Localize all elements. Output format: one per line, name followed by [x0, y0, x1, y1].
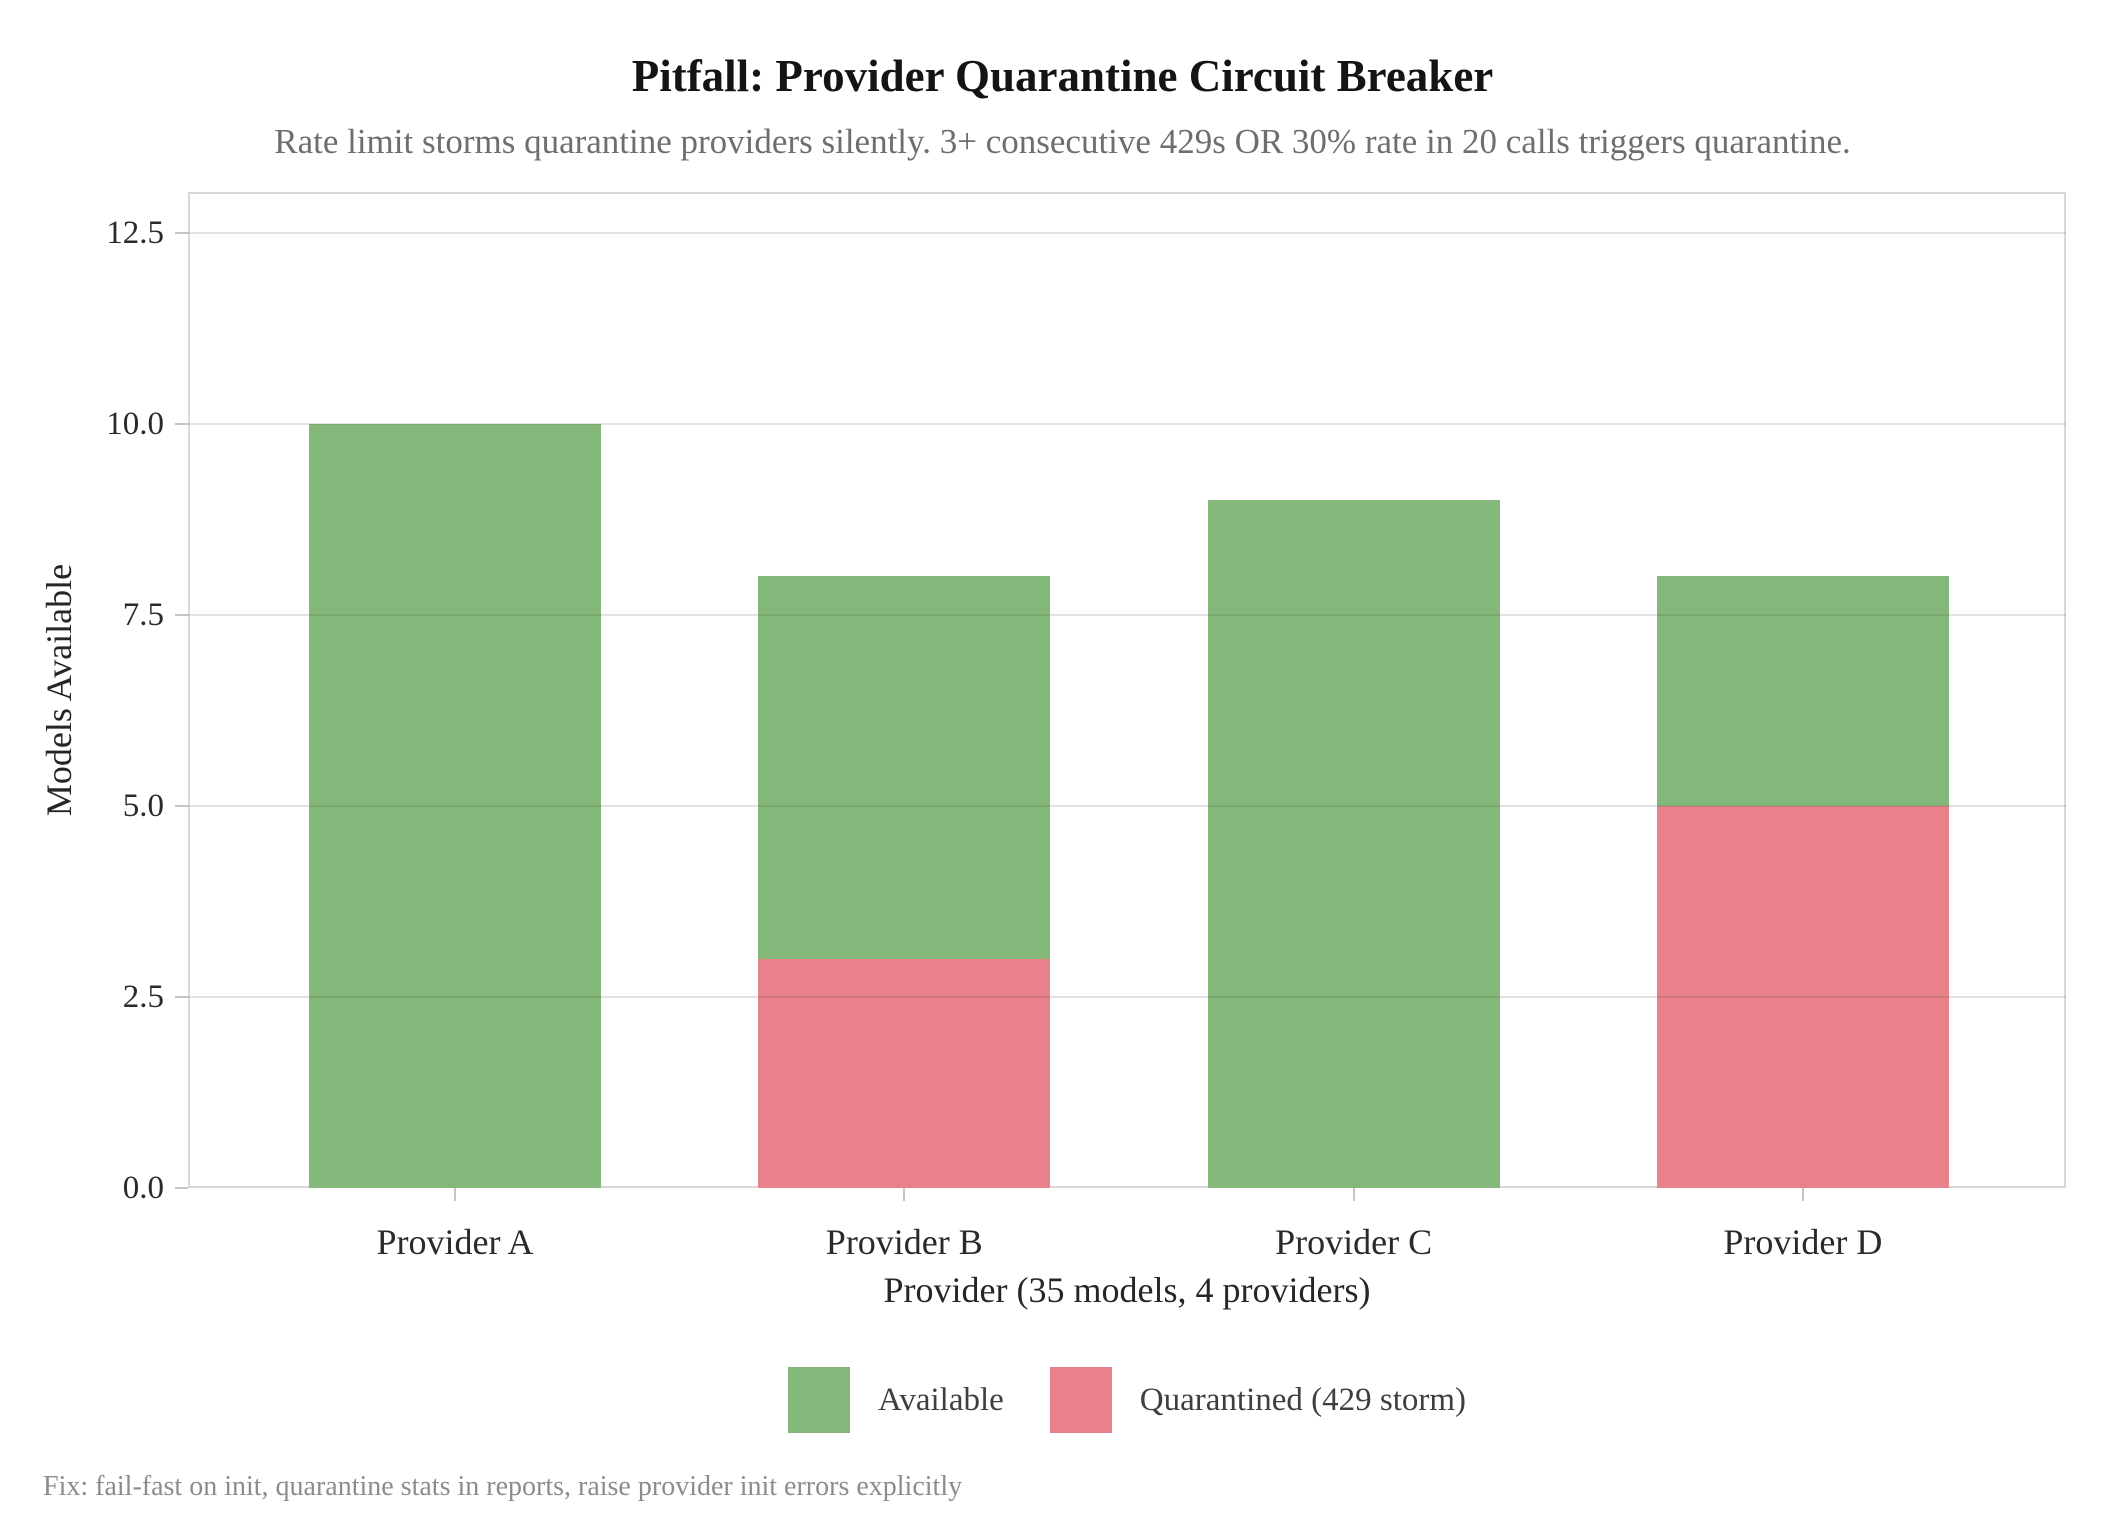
x-axis-label: Provider (35 models, 4 providers) — [883, 1270, 1371, 1310]
x-tick-mark — [454, 1188, 456, 1201]
x-tick-mark — [903, 1188, 906, 1201]
bar-segment-available-provider-c — [1207, 500, 1500, 1188]
legend-item-available: Available — [787, 1367, 1004, 1433]
y-tick-mark — [175, 1187, 188, 1189]
gridline — [188, 422, 2066, 425]
legend: Available Quarantined (429 storm) — [188, 1367, 2066, 1433]
y-tick-label: 0.0 — [122, 1170, 164, 1206]
y-tick-mark — [175, 613, 188, 616]
legend-label: Available — [877, 1381, 1004, 1418]
gridline — [188, 613, 2066, 616]
bar-segment-quarantined-provider-d — [1656, 805, 1949, 1188]
y-tick-label: 10.0 — [106, 405, 164, 442]
y-tick-label: 5.0 — [122, 787, 164, 824]
y-tick-mark — [175, 422, 188, 425]
gridline — [188, 995, 2066, 998]
gridline — [188, 231, 2066, 234]
chart-title: Pitfall: Provider Quarantine Circuit Bre… — [631, 51, 1494, 101]
gridline — [188, 804, 2066, 807]
y-tick-label: 12.5 — [106, 214, 164, 251]
legend-label: Quarantined (429 storm) — [1139, 1381, 1467, 1418]
legend-item-quarantined: Quarantined (429 storm) — [1049, 1367, 1467, 1433]
y-tick-mark — [175, 995, 188, 998]
legend-swatch — [787, 1367, 850, 1433]
x-tick-mark — [1352, 1188, 1355, 1201]
x-tick-label: Provider C — [1275, 1222, 1433, 1262]
x-tick-label: Provider B — [825, 1222, 983, 1262]
y-tick-mark — [175, 231, 188, 234]
x-tick-label: Provider D — [1723, 1222, 1883, 1262]
y-tick-mark — [175, 804, 188, 807]
legend-swatch — [1049, 1367, 1112, 1433]
chart-subtitle: Rate limit storms quarantine providers s… — [274, 122, 1851, 161]
bar-segment-available-provider-a — [309, 423, 601, 1188]
y-tick-label: 2.5 — [122, 978, 164, 1015]
x-tick-label: Provider A — [376, 1222, 534, 1262]
bar-segment-available-provider-b — [758, 576, 1051, 959]
y-tick-label: 7.5 — [122, 596, 164, 633]
x-tick-mark — [1801, 1188, 1804, 1201]
bar-segment-quarantined-provider-b — [758, 958, 1051, 1188]
bar-segment-available-provider-d — [1656, 576, 1949, 806]
footer-note: Fix: fail-fast on init, quarantine stats… — [43, 1471, 963, 1502]
